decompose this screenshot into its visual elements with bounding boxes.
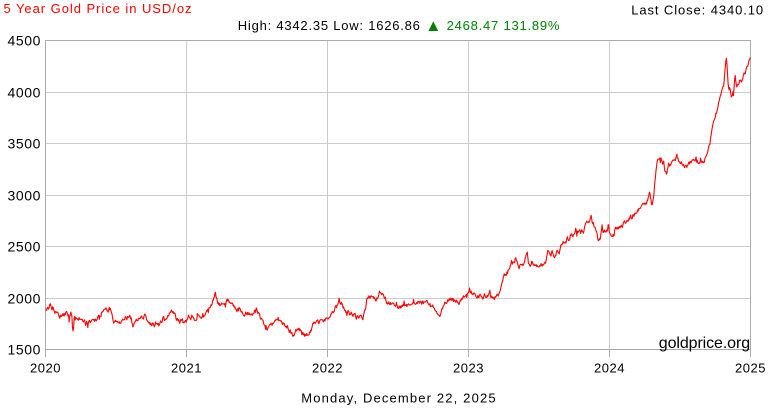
svg-text:2500: 2500: [7, 239, 41, 255]
svg-text:2000: 2000: [7, 291, 41, 307]
svg-text:2021: 2021: [171, 360, 202, 375]
svg-text:3500: 3500: [7, 136, 41, 152]
svg-text:2023: 2023: [453, 360, 484, 375]
svg-text:2022: 2022: [312, 360, 343, 375]
svg-text:3000: 3000: [7, 188, 41, 204]
svg-text:2025: 2025: [735, 360, 766, 375]
svg-text:goldprice.org: goldprice.org: [659, 335, 750, 352]
svg-text:4000: 4000: [7, 85, 41, 101]
svg-text:4500: 4500: [7, 33, 41, 49]
svg-text:Last Close: 4340.10: Last Close: 4340.10: [631, 3, 764, 18]
svg-text:5 Year Gold Price in USD/oz: 5 Year Gold Price in USD/oz: [4, 1, 193, 16]
svg-text:Monday, December 22, 2025: Monday, December 22, 2025: [301, 390, 496, 405]
svg-text:1500: 1500: [7, 342, 41, 358]
svg-text:High: 4342.35 Low: 1626.86 ▲ 2: High: 4342.35 Low: 1626.86 ▲ 2468.47 131…: [238, 17, 560, 35]
svg-text:2020: 2020: [30, 360, 61, 375]
svg-text:2024: 2024: [594, 360, 625, 375]
